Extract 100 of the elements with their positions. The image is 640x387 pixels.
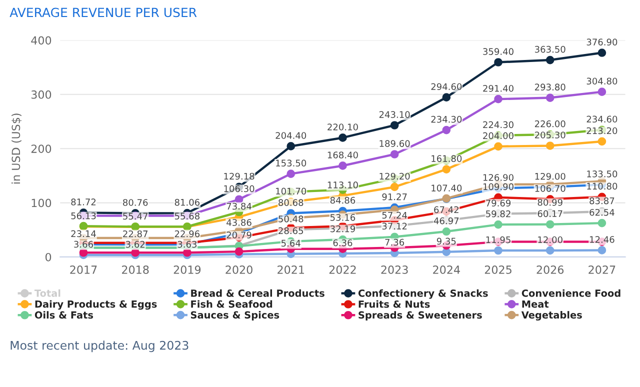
x-tick-label: 2021 (278, 265, 304, 274)
data-label: 234.60 (586, 116, 618, 123)
x-tick-label: 2023 (381, 265, 408, 274)
data-label: 153.50 (276, 160, 306, 166)
data-label: 224.30 (483, 121, 514, 128)
data-label: 161.80 (432, 155, 462, 162)
legend-label: Dairy Products & Eggs (35, 300, 157, 310)
y-tick-label: 0 (45, 252, 52, 262)
data-label: 55.47 (123, 212, 148, 220)
data-label: 213.20 (586, 127, 618, 134)
data-label: 81.72 (71, 198, 96, 206)
data-label: 243.10 (379, 111, 410, 118)
data-label: 7.36 (385, 238, 404, 246)
data-label: 59.82 (486, 210, 510, 218)
data-label: 126.90 (483, 174, 514, 181)
data-label: 55.68 (174, 212, 200, 220)
x-tick-label: 2024 (433, 265, 460, 274)
data-label: 129.00 (535, 172, 566, 180)
data-label: 79.69 (486, 200, 511, 206)
data-label: 110.80 (587, 182, 618, 190)
x-tick-label: 2025 (484, 265, 512, 274)
data-label: 189.60 (380, 140, 410, 147)
y-tick-label: 200 (31, 144, 52, 153)
data-label: 53.16 (330, 214, 356, 221)
data-label: 291.40 (483, 84, 514, 92)
data-label: 20.79 (226, 232, 252, 238)
data-label: 50.48 (278, 215, 304, 222)
data-label: 28.65 (278, 227, 304, 234)
data-label: 43.86 (226, 219, 252, 226)
legend-label: Meat (522, 300, 549, 308)
y-tick-label: 400 (31, 36, 52, 45)
legend-label: Convenience Food (522, 289, 620, 297)
data-label: 3.66 (74, 240, 93, 248)
data-label: 22.96 (174, 230, 200, 238)
data-label: 376.90 (586, 38, 618, 46)
data-label: 204.00 (483, 132, 514, 140)
y-tick-label: 100 (32, 198, 52, 208)
data-label: 80.99 (538, 198, 562, 206)
data-label: 46.97 (434, 217, 459, 224)
data-label: 81.06 (174, 198, 200, 206)
data-label: 294.60 (431, 83, 462, 90)
data-label: 91.27 (382, 193, 407, 200)
data-label: 204.40 (276, 132, 306, 139)
x-tick-label: 2019 (174, 265, 201, 274)
legend-label: Vegetables (521, 311, 582, 321)
legend-label: Confectionery & Snacks (358, 289, 488, 299)
data-label: 80.76 (123, 199, 148, 206)
data-label: 62.54 (590, 208, 614, 216)
legend-label: Fish & Seafood (191, 300, 272, 308)
data-label: 6.36 (333, 239, 352, 246)
data-label: 133.50 (587, 170, 618, 178)
data-label: 129.20 (380, 172, 410, 180)
data-label: 57.24 (382, 212, 407, 219)
x-tick-label: 2020 (226, 265, 252, 274)
data-label: 60.17 (538, 210, 562, 218)
x-tick-label: 2026 (536, 265, 564, 274)
legend-label: Fruits & Nuts (358, 300, 430, 308)
x-tick-label: 2018 (122, 265, 149, 274)
data-label: 107.40 (432, 184, 462, 192)
data-label: 101.70 (276, 188, 306, 195)
data-label: 73.84 (226, 202, 252, 210)
legend-label: Sauces & Spices (190, 311, 280, 320)
data-label: 106.70 (535, 185, 566, 192)
x-tick-label: 2017 (70, 265, 97, 274)
data-label: 37.12 (382, 222, 407, 230)
data-label: 234.30 (431, 116, 462, 123)
data-label: 11.95 (486, 236, 510, 244)
data-label: 106.30 (224, 185, 254, 192)
x-tick-label: 2027 (588, 265, 616, 274)
legend-label: Bread & Cereal Products (191, 289, 324, 297)
legend-label: Oils & Fats (34, 311, 94, 319)
data-label: 84.86 (330, 196, 356, 204)
data-label: 56.13 (71, 212, 96, 220)
data-label: 12.46 (590, 236, 614, 243)
y-axis-title: in USD (US$) (12, 114, 22, 184)
data-label: 359.40 (483, 48, 514, 55)
data-label: 109.90 (483, 183, 514, 190)
data-label: 32.19 (330, 225, 356, 232)
data-label: 226.00 (534, 120, 566, 128)
x-tick-label: 2022 (329, 265, 356, 274)
data-label: 113.10 (328, 182, 358, 188)
data-label: 5.64 (282, 240, 300, 247)
data-label: 9.35 (436, 238, 456, 245)
data-label: 22.87 (123, 230, 148, 238)
data-label: 363.50 (534, 46, 566, 53)
data-label: 205.30 (534, 132, 566, 138)
chart-title: AVERAGE REVENUE PER USER (10, 8, 197, 18)
text: Most recent update: Aug 2023 (10, 340, 188, 352)
data-label: 304.80 (586, 78, 618, 85)
legend-label: Spreads & Sweeteners (358, 311, 482, 321)
data-label: 67.42 (434, 206, 458, 214)
data-label: 293.80 (534, 84, 566, 90)
data-label: 83.87 (590, 197, 614, 204)
data-label: 12.00 (538, 236, 562, 244)
data-label: 129.18 (224, 172, 254, 180)
data-label: 168.40 (328, 152, 358, 158)
data-label: 23.14 (71, 230, 96, 238)
data-label: 220.10 (328, 124, 358, 130)
data-label: 80.68 (278, 199, 304, 206)
y-tick-label: 300 (31, 90, 52, 99)
